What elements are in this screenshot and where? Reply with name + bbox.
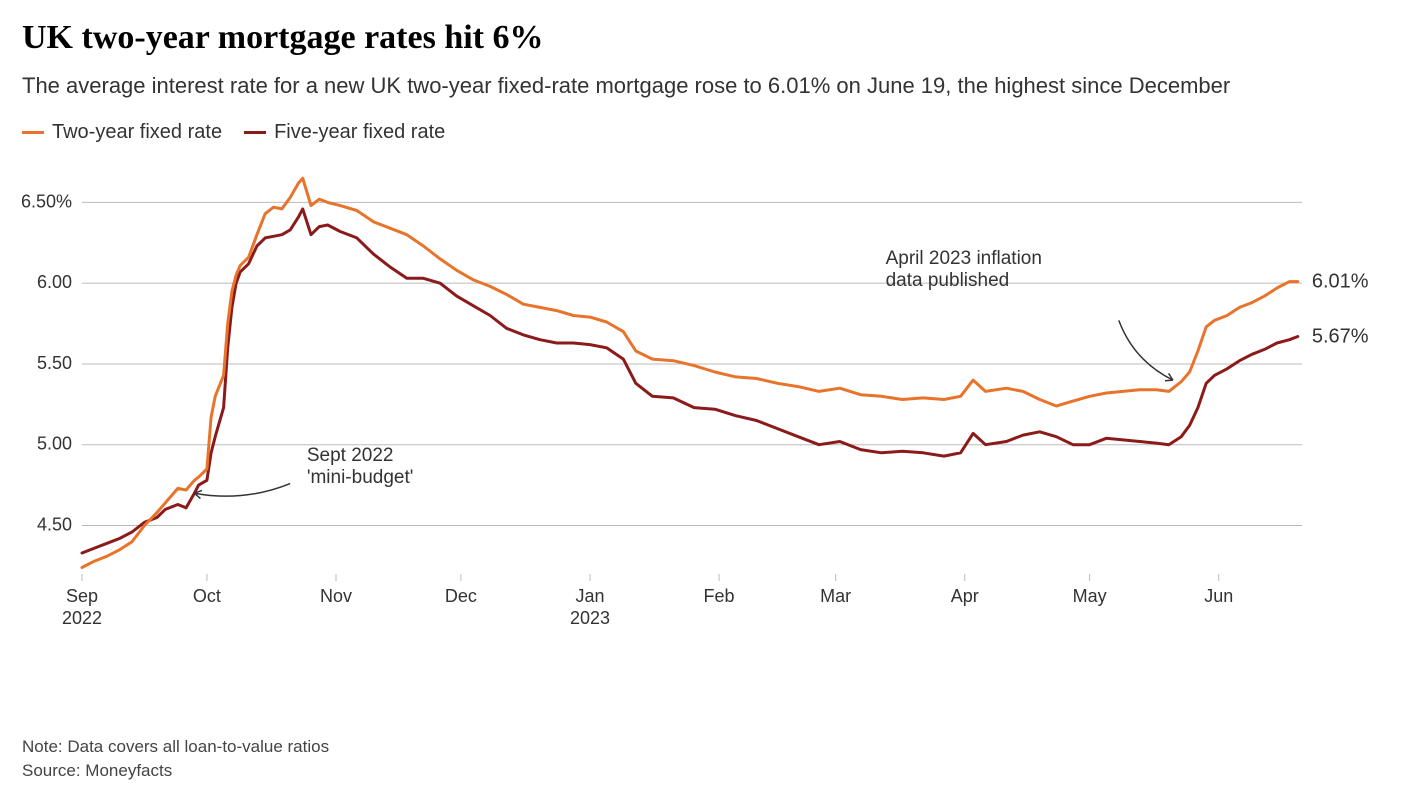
- annotation-inflation-data: data published: [886, 270, 1010, 291]
- y-tick-label: 6.50%: [22, 191, 72, 211]
- annotation-inflation-data: April 2023 inflation: [886, 248, 1042, 269]
- series-two-year: [82, 178, 1298, 567]
- annotation-mini-budget: 'mini-budget': [307, 467, 414, 488]
- x-tick-label: Feb: [704, 586, 735, 606]
- x-tick-label: Sep: [66, 586, 98, 606]
- x-tick-label: Jan: [575, 586, 604, 606]
- x-tick-label: Dec: [445, 586, 477, 606]
- footnotes: Note: Data covers all loan-to-value rati…: [22, 735, 329, 784]
- legend-label-two-year: Two-year fixed rate: [52, 121, 222, 144]
- y-tick-label: 5.00: [37, 434, 72, 454]
- end-label-five-year: 5.67%: [1312, 325, 1369, 347]
- end-label-two-year: 6.01%: [1312, 270, 1369, 292]
- legend-swatch-five-year: [244, 131, 266, 134]
- annotation-arrow-mini-budget: [194, 483, 290, 496]
- footnote-source: Source: Moneyfacts: [22, 759, 329, 784]
- x-tick-label: Jun: [1204, 586, 1233, 606]
- x-tick-label: Mar: [820, 586, 851, 606]
- y-tick-label: 4.50: [37, 514, 72, 534]
- line-chart: 4.50 5.00 5.50 6.00 6.50% Sep2022 Oct Nov Dec Jan…: [22, 154, 1398, 644]
- x-tick-label: Apr: [951, 586, 979, 606]
- chart-title: UK two-year mortgage rates hit 6%: [22, 18, 1398, 57]
- chart-container: UK two-year mortgage rates hit 6% The av…: [0, 0, 1420, 800]
- legend-item-two-year: Two-year fixed rate: [22, 121, 222, 144]
- footnote-note: Note: Data covers all loan-to-value rati…: [22, 735, 329, 760]
- series-five-year: [82, 209, 1298, 553]
- x-tick-sublabel: 2022: [62, 608, 102, 628]
- annotation-arrow-inflation-data: [1119, 320, 1173, 380]
- legend: Two-year fixed rate Five-year fixed rate: [22, 121, 1398, 144]
- x-tick-label: May: [1073, 586, 1107, 606]
- legend-item-five-year: Five-year fixed rate: [244, 121, 445, 144]
- x-tick-label: Oct: [193, 586, 221, 606]
- chart-subtitle: The average interest rate for a new UK t…: [22, 71, 1282, 101]
- y-tick-label: 5.50: [37, 353, 72, 373]
- y-tick-label: 6.00: [37, 272, 72, 292]
- annotation-mini-budget: Sept 2022: [307, 445, 394, 466]
- x-tick-sublabel: 2023: [570, 608, 610, 628]
- x-tick-label: Nov: [320, 586, 352, 606]
- legend-swatch-two-year: [22, 131, 44, 134]
- legend-label-five-year: Five-year fixed rate: [274, 121, 445, 144]
